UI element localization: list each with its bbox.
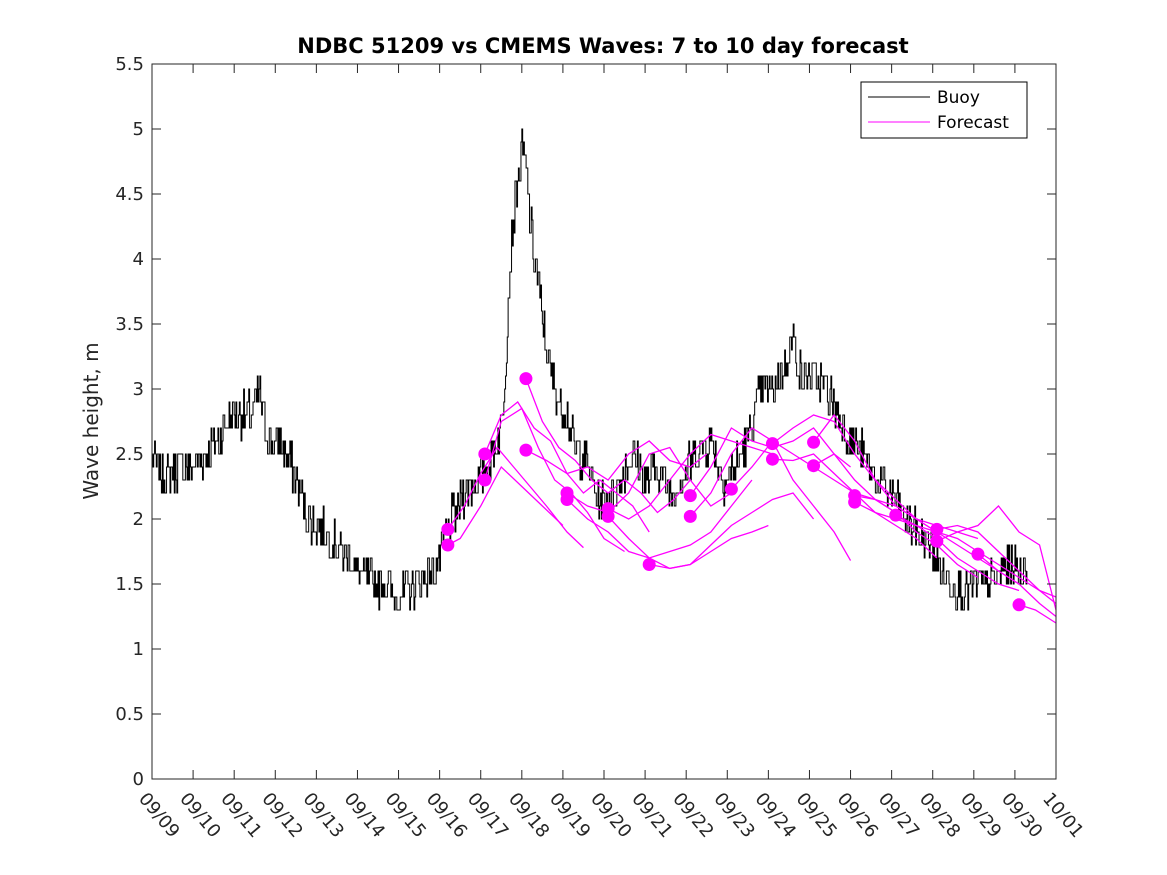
buoy-series	[152, 128, 1028, 611]
forecast-series-15	[772, 414, 938, 533]
forecast-start-marker-3	[478, 473, 492, 487]
forecast-start-marker-18	[807, 459, 821, 473]
forecast-series-8	[566, 479, 753, 559]
forecast-start-marker-11	[642, 558, 656, 571]
forecast-start-marker-1	[441, 538, 455, 552]
y-tick-label: 5	[133, 119, 144, 140]
forecast-start-marker-13	[683, 509, 697, 523]
legend: Buoy Forecast	[860, 81, 1028, 139]
forecast-start-marker-12	[683, 489, 697, 503]
y-tick-label: 0.5	[115, 704, 144, 725]
forecast-start-marker-15	[765, 437, 779, 451]
forecast-start-marker-14	[724, 482, 738, 496]
y-tick-label: 1.5	[115, 574, 144, 595]
legend-buoy-label: Buoy	[937, 88, 980, 108]
y-tick-label: 0	[133, 769, 144, 790]
y-tick-label: 2.5	[115, 444, 144, 465]
forecast-start-marker-16	[765, 452, 779, 466]
forecast-start-marker-6	[519, 443, 533, 457]
forecast-series-9	[607, 433, 773, 520]
y-tick-label: 4.5	[115, 184, 144, 205]
forecast-series-7	[566, 446, 732, 514]
forecast-series-3	[484, 407, 625, 553]
y-tick-label: 4	[133, 249, 144, 270]
forecast-series-2	[447, 446, 584, 549]
y-tick-label: 2	[133, 509, 144, 530]
forecast-start-marker-4	[478, 447, 492, 461]
legend-box	[860, 81, 1028, 139]
chart-title: NDBC 51209 vs CMEMS Waves: 7 to 10 day f…	[297, 34, 908, 58]
forecast-start-marker-20	[848, 495, 862, 509]
forecast-series-1	[447, 465, 564, 546]
y-tick-label: 3.5	[115, 314, 144, 335]
y-tick-label: 1	[133, 639, 144, 660]
forecast-start-marker-10	[601, 509, 615, 523]
forecast-start-marker-22	[930, 522, 944, 536]
forecast-start-marker-2	[441, 522, 455, 536]
y-tick-label: 5.5	[115, 54, 144, 75]
legend-forecast-label: Forecast	[937, 113, 1009, 133]
forecast-series-5	[525, 378, 691, 514]
forecast-start-marker-17	[807, 435, 821, 449]
forecast-series-23	[936, 505, 1057, 611]
plot-area	[152, 128, 1057, 624]
forecast-start-marker-21	[889, 508, 903, 522]
forecast-start-marker-8	[560, 493, 574, 506]
forecast-series-22	[936, 524, 1057, 605]
forecast-series-24	[977, 553, 1057, 618]
y-tick-label: 3	[133, 379, 144, 400]
forecast-start-marker-5	[519, 372, 533, 386]
forecast-start-marker-25	[1012, 598, 1026, 612]
forecast-start-marker-24	[971, 547, 985, 561]
forecast-start-marker-23	[930, 534, 944, 548]
y-axis-label: Wave height, m	[79, 342, 103, 499]
forecast-series-11	[649, 492, 815, 570]
